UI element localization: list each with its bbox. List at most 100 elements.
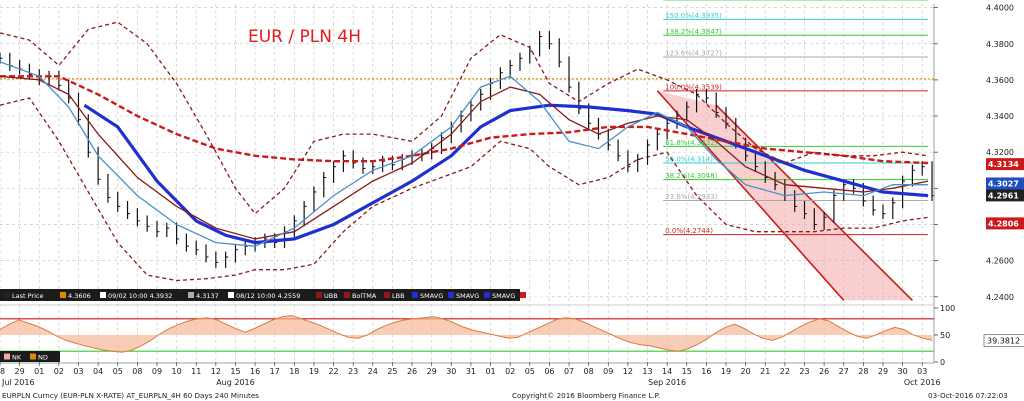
date-x-axis: 28 29 01 02 03 04 05 08 09 10 11 12 15 16 17 18 19 22 23 24… [0, 362, 941, 387]
x-tick-label: 05 [525, 367, 535, 376]
x-tick-label: 02 [54, 367, 64, 376]
x-tick-label: 21 [760, 367, 770, 376]
fibonacci-levels: 161.8%(4.4043)150.0%(4.3935)138.2%(4.384… [663, 0, 929, 236]
x-tick-label: 19 [721, 367, 731, 376]
x-tick-label: 23 [348, 367, 358, 376]
price-tags: 4.3134 4.3027 4.2961 4.2806 [986, 158, 1024, 230]
x-tick-label: 09 [603, 367, 613, 376]
oscillator-legend: NK ND [0, 351, 60, 362]
legend-swatch [448, 292, 454, 298]
x-tick-label: 01 [485, 367, 495, 376]
x-tick-label: 08 [132, 367, 142, 376]
x-tick-label: 30 [446, 367, 456, 376]
y-tick-label: 4.3400 [986, 112, 1014, 121]
series-boltma [0, 75, 929, 240]
legend-swatch [384, 292, 390, 298]
x-tick-label: 20 [741, 367, 751, 376]
x-tick-label: 28 [0, 367, 5, 376]
legend-label: SMAVG [492, 292, 515, 300]
price-tag-bg [986, 177, 1024, 190]
x-tick-label: 03 [73, 367, 83, 376]
x-tick-label: 18 [289, 367, 299, 376]
x-tick-label: 12 [623, 367, 633, 376]
y-tick-label: 4.3600 [986, 76, 1014, 85]
x-tick-label: 29 [15, 367, 25, 376]
osc-value-tag-bg [983, 334, 1024, 348]
x-tick-label: 26 [819, 367, 829, 376]
series-emavg [0, 61, 929, 247]
x-tick-label: 30 [898, 367, 908, 376]
footer-center: Copyright© 2016 Bloomberg Finance L.P. [512, 391, 660, 400]
footer-right: 03-Oct-2016 07:22:03 [928, 391, 1008, 400]
x-tick-label: 22 [780, 367, 790, 376]
x-tick-label: 04 [93, 367, 103, 376]
osc-legend-label: NK [12, 354, 22, 362]
osc-legend-swatch [4, 353, 10, 360]
x-tick-label: 14 [662, 367, 672, 376]
fib-level-label: 38.2%(4.3048) [665, 172, 717, 180]
x-tick-label: 17 [270, 367, 280, 376]
fib-level-label: 123.6%(4.3727) [665, 49, 722, 57]
osc-legend-swatch [30, 353, 36, 360]
x-tick-label: 29 [878, 367, 888, 376]
legend-swatch [316, 292, 322, 298]
x-tick-label: 16 [701, 367, 711, 376]
price-tag-label: 4.3027 [988, 179, 1019, 188]
channel-upper-line [656, 90, 845, 301]
x-tick-label: 06 [544, 367, 554, 376]
osc-y-tick-label: 100 [940, 304, 955, 313]
x-tick-label: 31 [466, 367, 476, 376]
osc-value-tag-label: 39.3812 [987, 337, 1020, 346]
chart-legend: Last Price 4.3606 09/02 10:00 4.3932 4.3137… [0, 289, 551, 301]
x-tick-label: 02 [505, 367, 515, 376]
x-month-label: Oct 2016 [904, 378, 941, 387]
x-tick-label: 27 [839, 367, 849, 376]
legend-swatch [520, 292, 526, 298]
legend-swatch [188, 292, 194, 298]
legend-swatch [484, 292, 490, 298]
legend-swatch [60, 292, 66, 298]
fib-level-label: 138.2%(4.3847) [665, 28, 722, 36]
legend-label: 09/02 10:00 4.3932 [108, 292, 172, 300]
x-tick-label: 26 [407, 367, 417, 376]
x-tick-label: 15 [230, 367, 240, 376]
x-tick-label: 09 [152, 367, 162, 376]
x-tick-label: 12 [211, 367, 221, 376]
x-tick-label: 03 [917, 367, 927, 376]
x-tick-label: 22 [328, 367, 338, 376]
legend-label: BolTMA [352, 292, 377, 300]
legend-label: SMAVG [456, 292, 479, 300]
osc-y-tick-label: 50 [940, 331, 950, 340]
x-tick-label: 16 [250, 367, 260, 376]
x-tick-label: 19 [309, 367, 319, 376]
fib-level-label: 0.0%(4.2744) [665, 227, 713, 235]
osc-line [0, 315, 933, 353]
x-month-label: Sep 2016 [648, 378, 686, 387]
legend-swatch [344, 292, 350, 298]
y-tick-label: 4.2600 [986, 257, 1014, 266]
x-tick-label: 25 [387, 367, 397, 376]
chart-title: EUR / PLN 4H [248, 27, 361, 47]
y-tick-label: 4.2400 [986, 293, 1014, 302]
y-tick-label: 4.3200 [986, 148, 1014, 157]
fib-level-label: 23.6%(4.2933) [665, 193, 717, 201]
legend-label: LBB [392, 292, 405, 300]
x-tick-label: 05 [113, 367, 123, 376]
legend-label: EMAVG [528, 292, 551, 300]
osc-legend-label: ND [38, 354, 48, 362]
legend-label: 08/12 10:00 4.2559 [236, 292, 300, 300]
legend-swatch [228, 292, 234, 298]
fib-level-label: 50.0%(4.314) [665, 156, 713, 164]
x-tick-label: 28 [858, 367, 868, 376]
x-tick-label: 15 [682, 367, 692, 376]
price-tag-label: 4.2806 [988, 219, 1019, 228]
price-tag-label: 4.3134 [988, 160, 1019, 169]
price-tag-label: 4.2961 [988, 191, 1019, 200]
x-tick-label: 10 [172, 367, 182, 376]
fib-level-label: 61.8%(4.3232) [665, 139, 717, 147]
x-tick-label: 23 [799, 367, 809, 376]
x-tick-label: 13 [642, 367, 652, 376]
x-month-label: Jul 2016 [1, 378, 35, 387]
indicator-series [0, 21, 929, 282]
x-tick-label: 11 [191, 367, 201, 376]
